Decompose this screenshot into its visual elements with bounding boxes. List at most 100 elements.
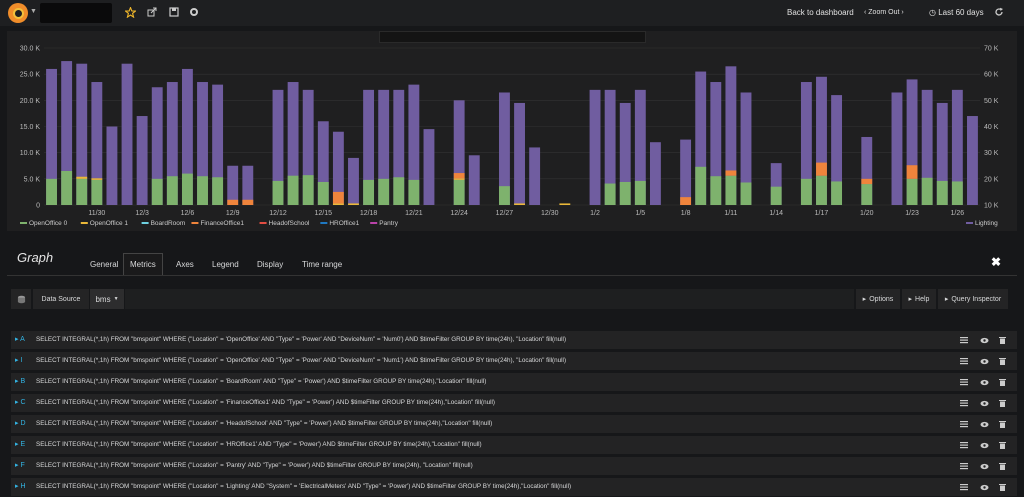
query-ref-letter[interactable]: ▸ B	[15, 378, 26, 385]
eye-icon[interactable]	[977, 417, 991, 431]
refresh-icon[interactable]	[992, 5, 1006, 19]
trash-icon[interactable]	[995, 354, 1009, 368]
query-row[interactable]: ▸ B SELECT INTEGRAL(*,1h) FROM "bmspoint"…	[11, 373, 1017, 391]
tab-legend[interactable]: Legend	[212, 260, 239, 269]
time-range-picker[interactable]: ◷ Last 60 days	[929, 0, 984, 26]
menu-icon[interactable]	[957, 438, 971, 452]
query-ref-letter[interactable]: ▸ C	[15, 399, 26, 406]
query-text[interactable]: SELECT INTEGRAL(*,1h) FROM "bmspoint" WH…	[36, 462, 473, 469]
query-row[interactable]: ▸ A SELECT INTEGRAL(*,1h) FROM "bmspoint"…	[11, 331, 1017, 349]
query-row[interactable]: ▸ H SELECT INTEGRAL(*,1h) FROM "bmspoint"…	[11, 478, 1017, 496]
bar-openoffice-0	[740, 182, 752, 205]
grafana-logo-icon[interactable]	[8, 3, 28, 23]
graph-chart: 0 5.0 K 10.0 K 15.0 K 20.0 K 25.0 K 30.0 K 10 K…	[20, 46, 999, 228]
x-tick-label: 1/23	[905, 210, 919, 217]
menu-icon[interactable]	[957, 333, 971, 347]
query-text[interactable]: SELECT INTEGRAL(*,1h) FROM "bmspoint" WH…	[36, 378, 487, 385]
trash-icon[interactable]	[995, 417, 1009, 431]
eye-icon[interactable]	[977, 438, 991, 452]
trash-icon[interactable]	[995, 333, 1009, 347]
query-row[interactable]: ▸ F SELECT INTEGRAL(*,1h) FROM "bmspoint"…	[11, 457, 1017, 475]
share-icon[interactable]	[145, 5, 159, 19]
query-ref-letter[interactable]: ▸ E	[15, 441, 26, 448]
tab-time-range[interactable]: Time range	[302, 260, 343, 269]
query-ref-letter[interactable]: ▸ F	[15, 462, 25, 469]
trash-icon[interactable]	[995, 396, 1009, 410]
bar-lighting	[967, 116, 978, 205]
menu-icon[interactable]	[957, 354, 971, 368]
bar-lighting	[604, 89, 616, 205]
bar-lighting	[589, 89, 601, 205]
query-ref-letter[interactable]: ▸ D	[15, 420, 26, 427]
close-icon[interactable]: ✖	[991, 255, 1002, 269]
caret-down-icon: ▼	[113, 296, 119, 302]
zoom-out-label: Zoom Out	[868, 9, 900, 16]
trash-icon[interactable]	[995, 480, 1009, 494]
trash-icon[interactable]	[995, 438, 1009, 452]
trash-icon[interactable]	[995, 459, 1009, 473]
legend-swatch	[141, 222, 149, 224]
bar-lighting	[861, 136, 873, 205]
menu-icon[interactable]	[957, 417, 971, 431]
bar-openoffice-1	[348, 203, 359, 205]
menu-icon[interactable]	[957, 459, 971, 473]
query-inspector-button[interactable]: ▸ Query Inspector	[938, 289, 1008, 309]
bar-openoffice-0	[861, 184, 873, 205]
eye-icon[interactable]	[977, 480, 991, 494]
database-icon	[11, 289, 31, 309]
back-to-dashboard-button[interactable]: Back to dashboard	[787, 8, 854, 17]
eye-icon[interactable]	[977, 354, 991, 368]
bar-financeoffice1	[816, 162, 827, 176]
eye-icon[interactable]	[977, 396, 991, 410]
tab-axes[interactable]: Axes	[176, 260, 194, 269]
x-tick-label: 12/18	[360, 210, 378, 217]
bar-lighting	[800, 82, 812, 205]
options-button[interactable]: ▸ Options	[856, 289, 900, 309]
query-text[interactable]: SELECT INTEGRAL(*,1h) FROM "bmspoint" WH…	[36, 483, 572, 490]
bar-lighting	[61, 61, 73, 205]
tab-general[interactable]: General	[90, 260, 119, 269]
editor-title: Graph	[17, 250, 54, 265]
eye-icon[interactable]	[977, 375, 991, 389]
trash-icon[interactable]	[995, 375, 1009, 389]
data-source-select[interactable]: bms ▼	[90, 289, 124, 309]
bar-lighting	[514, 102, 525, 205]
star-icon[interactable]	[123, 5, 137, 19]
caret-down-icon[interactable]: ▼	[30, 8, 37, 15]
zoom-out-button[interactable]: ‹ Zoom Out ›	[864, 0, 904, 26]
query-text[interactable]: SELECT INTEGRAL(*,1h) FROM "bmspoint" WH…	[36, 420, 493, 427]
tab-metrics[interactable]: Metrics	[123, 253, 163, 275]
query-ref-letter[interactable]: ▸ A	[15, 336, 25, 343]
panel-editor: Graph General Metrics Axes Legend Displa…	[7, 240, 1017, 497]
bar-financeoffice1	[906, 165, 918, 179]
tab-display[interactable]: Display	[257, 260, 284, 269]
query-text[interactable]: SELECT INTEGRAL(*,1h) FROM "bmspoint" WH…	[36, 357, 567, 364]
query-text[interactable]: SELECT INTEGRAL(*,1h) FROM "bmspoint" WH…	[36, 399, 495, 406]
query-text[interactable]: SELECT INTEGRAL(*,1h) FROM "bmspoint" WH…	[36, 441, 482, 448]
bar-lighting	[227, 165, 239, 205]
query-row[interactable]: ▸ E SELECT INTEGRAL(*,1h) FROM "bmspoint"…	[11, 436, 1017, 454]
menu-icon[interactable]	[957, 375, 971, 389]
legend-swatch	[80, 222, 88, 224]
eye-icon[interactable]	[977, 333, 991, 347]
gear-icon[interactable]	[187, 5, 201, 19]
query-ref-letter[interactable]: ▸ H	[15, 483, 26, 490]
query-row[interactable]: ▸ C SELECT INTEGRAL(*,1h) FROM "bmspoint"…	[11, 394, 1017, 412]
eye-icon[interactable]	[977, 459, 991, 473]
help-button[interactable]: ▸ Help	[902, 289, 936, 309]
x-tick-label: 12/6	[181, 210, 195, 217]
x-tick-label: 12/21	[405, 210, 423, 217]
query-text[interactable]: SELECT INTEGRAL(*,1h) FROM "bmspoint" WH…	[36, 336, 567, 343]
query-row[interactable]: ▸ D SELECT INTEGRAL(*,1h) FROM "bmspoint"…	[11, 415, 1017, 433]
legend-item: HeadofSchool	[269, 220, 310, 227]
save-icon[interactable]	[167, 5, 181, 19]
clock-icon: ◷	[929, 8, 936, 17]
query-row[interactable]: ▸ I SELECT INTEGRAL(*,1h) FROM "bmspoint"…	[11, 352, 1017, 370]
menu-icon[interactable]	[957, 396, 971, 410]
dashboard-title-box[interactable]	[40, 3, 112, 23]
menu-icon[interactable]	[957, 480, 971, 494]
query-ref-letter[interactable]: ▸ I	[15, 357, 23, 364]
panel-title-box[interactable]	[379, 31, 646, 43]
bar-openoffice-1	[76, 176, 88, 179]
